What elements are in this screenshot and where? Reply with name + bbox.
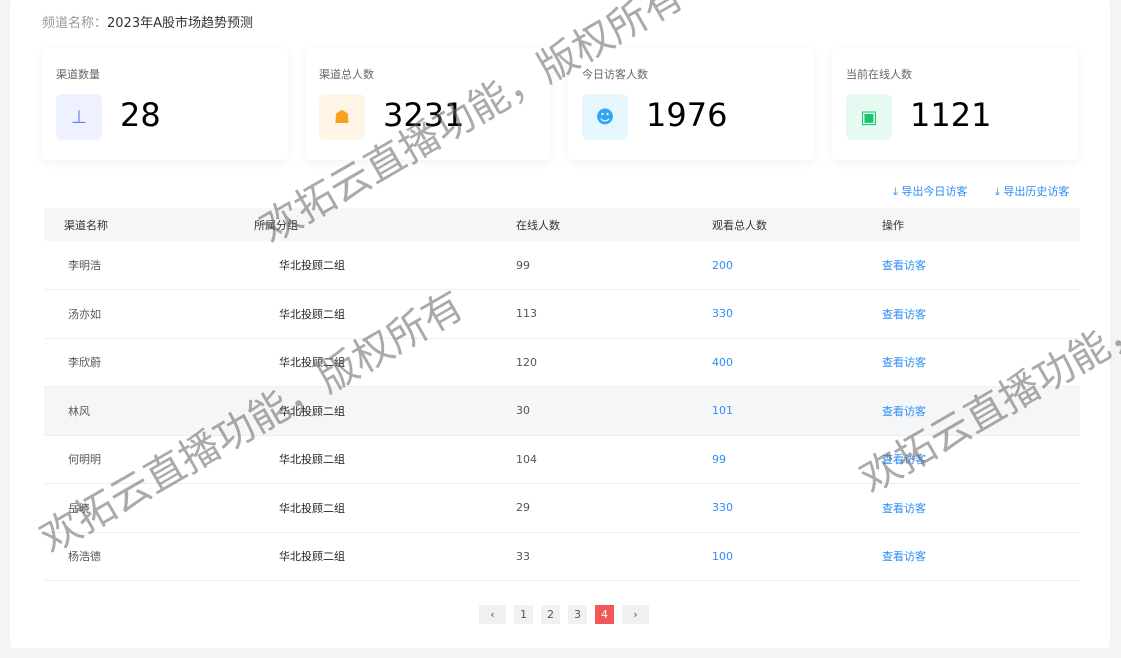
col-header: 渠道名称 <box>44 208 254 241</box>
stat-card: 当前在线人数 ▣ 1121 <box>832 48 1078 160</box>
online-icon: ▣ <box>846 94 892 140</box>
col-header: 所属分组 <box>254 208 516 241</box>
page-button[interactable]: 2 <box>541 605 560 624</box>
page-button[interactable]: 3 <box>568 605 587 624</box>
page-button[interactable]: 1 <box>514 605 533 624</box>
table-row: 林风 华北投顾二组 30 101 查看访客 <box>44 386 1080 436</box>
export-today-button[interactable]: ⤓ 导出今日访客 <box>893 185 968 198</box>
table-row: 何明明 华北投顾二组 104 99 查看访客 <box>44 435 1080 484</box>
channel-table: 渠道名称 所属分组 在线人数 观看总人数 操作 李明浩 华北投顾二组 99 20… <box>44 208 1080 581</box>
visitor-icon: ☻ <box>582 94 628 140</box>
col-header: 操作 <box>882 208 1080 241</box>
page-button[interactable]: 4 <box>595 605 614 624</box>
view-visitors-link[interactable]: 查看访客 <box>882 386 1080 436</box>
table-row: 李欣蔚 华北投顾二组 120 400 查看访客 <box>44 338 1080 387</box>
view-visitors-link[interactable]: 查看访客 <box>882 338 1080 387</box>
stat-card: 今日访客人数 ☻ 1976 <box>568 48 814 160</box>
table-row: 岳晓 华北投顾二组 29 330 查看访客 <box>44 483 1080 533</box>
view-visitors-link[interactable]: 查看访客 <box>882 289 1080 339</box>
view-visitors-link[interactable]: 查看访客 <box>882 483 1080 533</box>
view-visitors-link[interactable]: 查看访客 <box>882 241 1080 290</box>
channel-name: 频道名称：2023年A股市场趋势预测 <box>42 16 253 31</box>
table-row: 杨浩德 华北投顾二组 33 100 查看访客 <box>44 532 1080 581</box>
view-visitors-link[interactable]: 查看访客 <box>882 435 1080 484</box>
table-row: 汤亦如 华北投顾二组 113 330 查看访客 <box>44 289 1080 339</box>
org-chart-icon: ⊥ <box>56 94 102 140</box>
prev-page-button[interactable]: ‹ <box>479 605 506 624</box>
stat-card: 渠道数量 ⊥ 28 <box>42 48 288 160</box>
export-history-button[interactable]: ⤓ 导出历史访客 <box>995 185 1070 198</box>
next-page-button[interactable]: › <box>622 605 649 624</box>
stat-card: 渠道总人数 ☗ 3231 <box>305 48 551 160</box>
col-header: 观看总人数 <box>712 208 882 241</box>
col-header: 在线人数 <box>516 208 712 241</box>
view-visitors-link[interactable]: 查看访客 <box>882 532 1080 581</box>
table-row: 李明浩 华北投顾二组 99 200 查看访客 <box>44 241 1080 290</box>
group-icon: ☗ <box>319 94 365 140</box>
